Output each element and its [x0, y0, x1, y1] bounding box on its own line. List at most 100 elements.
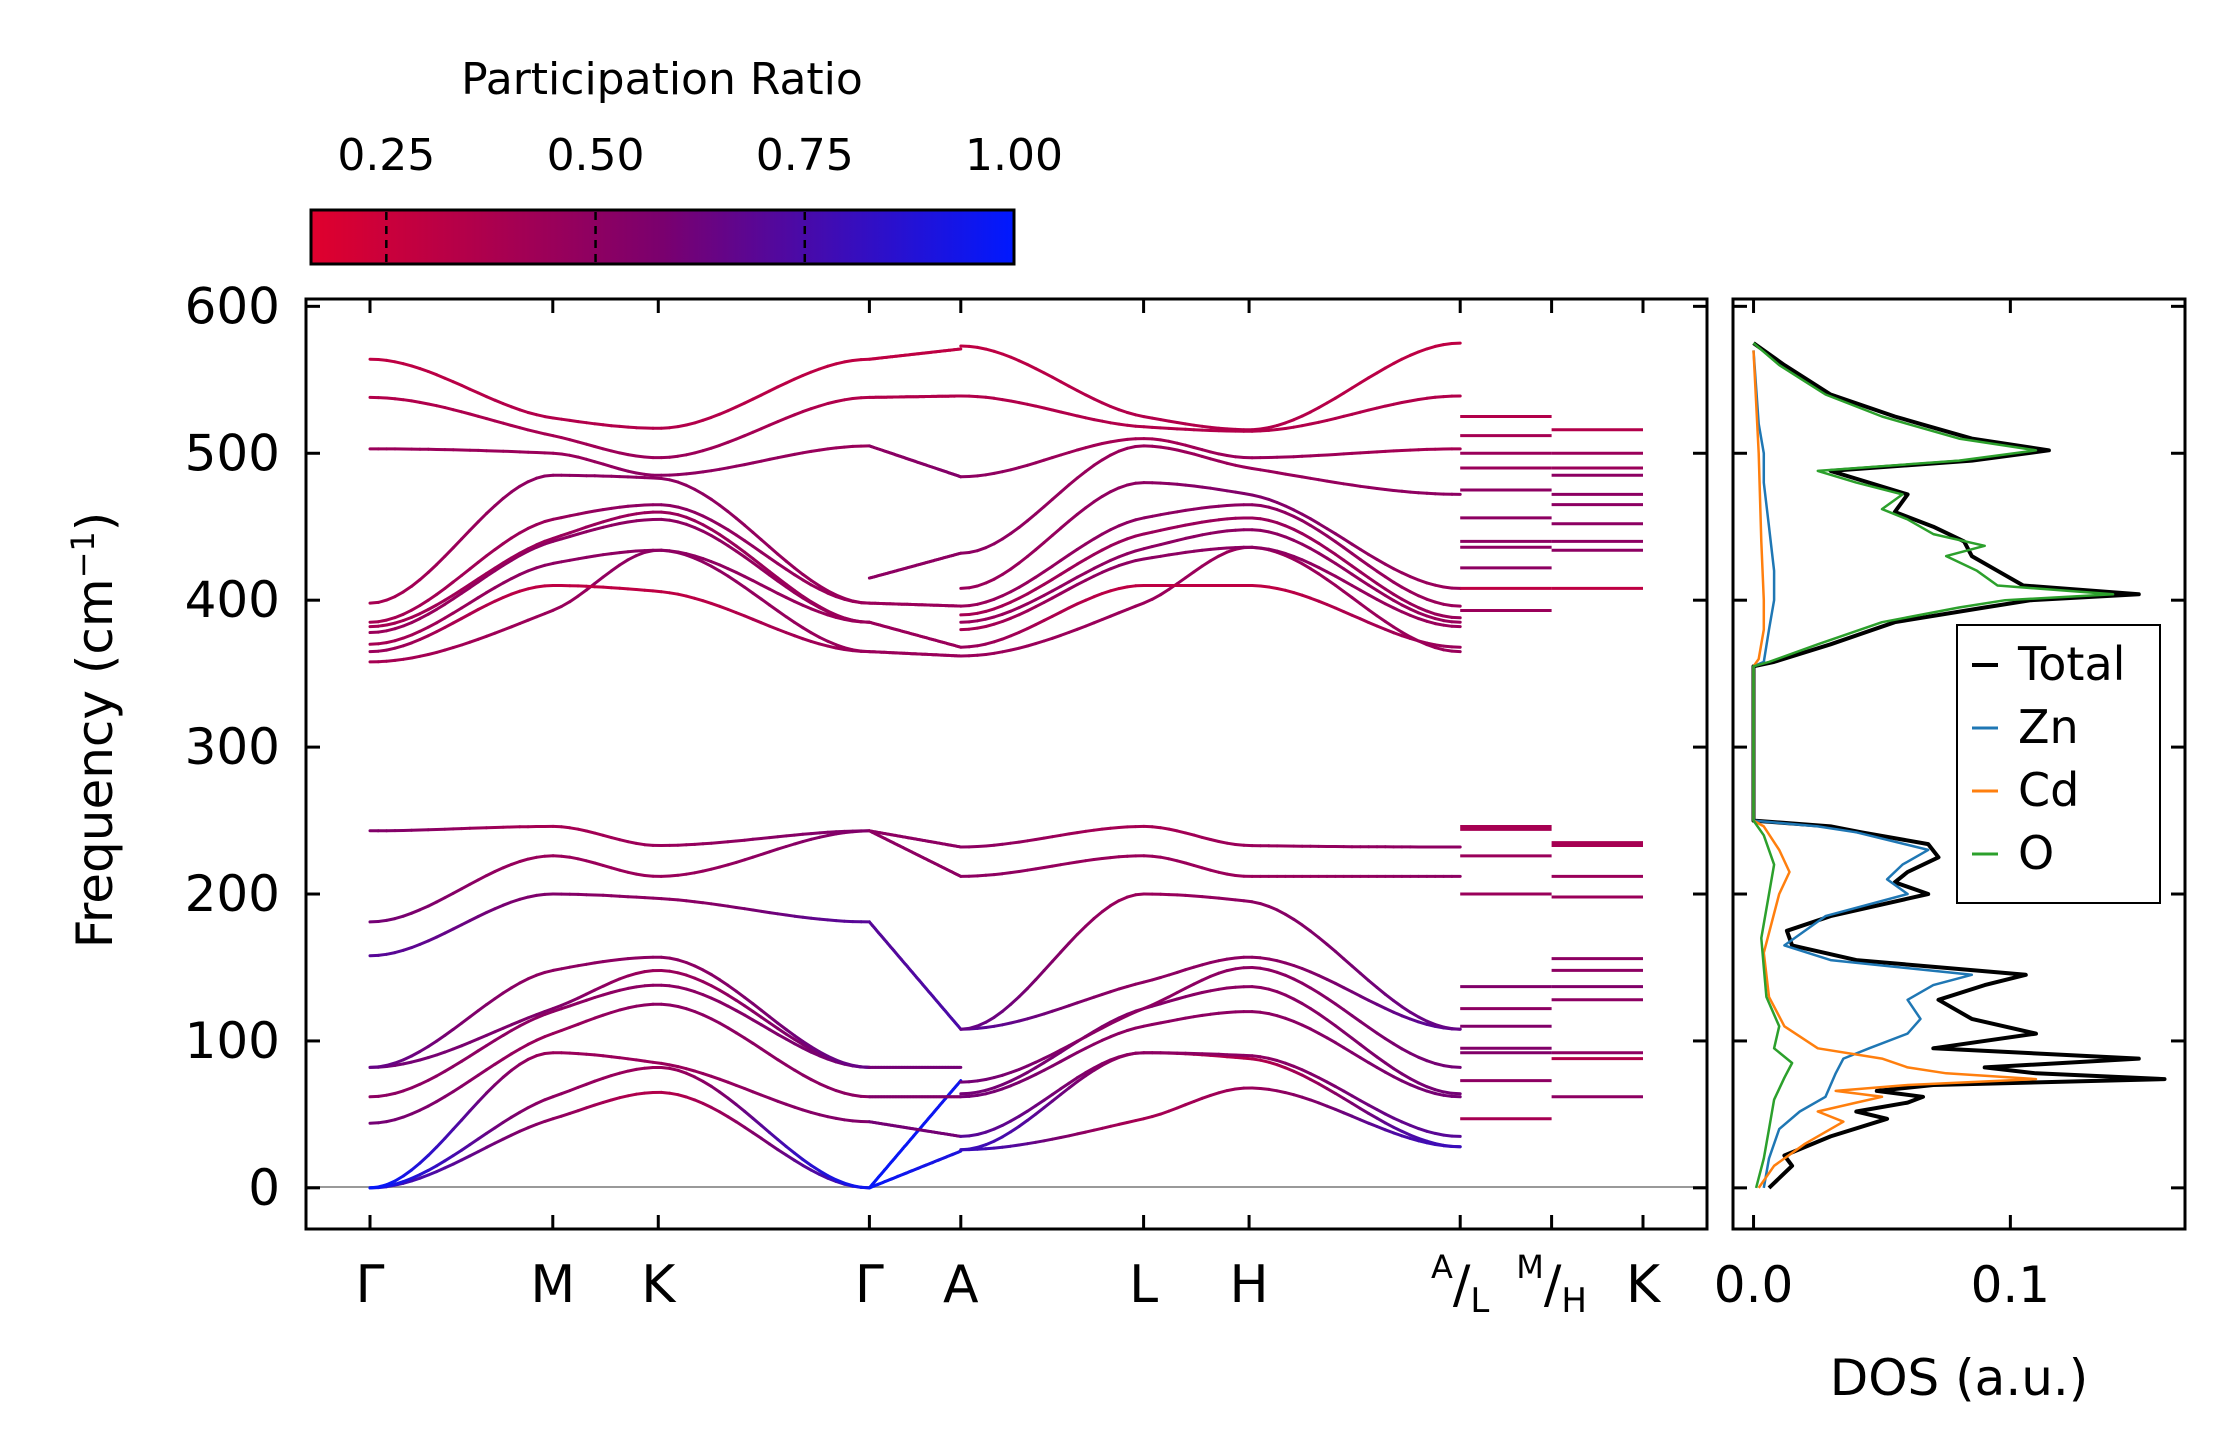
band-line: [1150, 593, 1163, 601]
band-line: [1417, 1015, 1429, 1023]
band-line: [468, 520, 480, 532]
band-line: [1317, 974, 1329, 981]
band-line: [468, 1100, 480, 1113]
band-line: [493, 581, 505, 590]
band-line: [1092, 494, 1104, 504]
band-line: [501, 490, 513, 500]
band-line: [701, 560, 713, 568]
band-line: [1109, 899, 1121, 908]
band-line: [460, 1015, 472, 1025]
band-line: [1042, 1099, 1054, 1110]
band-line: [1067, 512, 1079, 523]
band-line: [1367, 583, 1379, 592]
band-line: [793, 573, 805, 582]
band-line: [1283, 554, 1296, 561]
band-line: [1067, 1039, 1079, 1048]
kpath-label: M/H: [1516, 1248, 1587, 1321]
band-line: [1333, 981, 1346, 990]
band-line: [418, 634, 430, 641]
band-line: [426, 1074, 439, 1082]
band-line: [1275, 501, 1287, 508]
band-line: [1317, 401, 1329, 410]
dos-axes-frame: [1731, 297, 2187, 1231]
band-line: [793, 589, 805, 598]
band-line: [1408, 602, 1421, 610]
band-line: [1059, 380, 1071, 388]
band-line: [1375, 569, 1387, 579]
colorbar-gradient: [309, 208, 1016, 266]
band-line: [784, 567, 796, 577]
band-line: [1383, 1070, 1396, 1079]
band-line: [1267, 904, 1279, 912]
band-line: [418, 625, 430, 633]
band-line: [1350, 613, 1362, 621]
band-line: [751, 1002, 763, 1012]
band-line: [701, 514, 713, 522]
band-line: [1317, 529, 1329, 538]
band-line: [1059, 1055, 1071, 1063]
band-line: [1050, 1093, 1063, 1103]
band-line: [759, 1136, 771, 1146]
band-line: [1050, 559, 1063, 568]
band-line: [1075, 924, 1088, 936]
band-line: [526, 1016, 538, 1024]
band-line: [493, 542, 505, 552]
band-line: [410, 1050, 422, 1058]
band-line: [768, 556, 780, 566]
band-line: [485, 395, 497, 402]
band-line: [501, 986, 513, 995]
band-line: [718, 533, 730, 542]
band-line: [1325, 396, 1337, 405]
band-line: [418, 1078, 430, 1086]
band-line: [1383, 575, 1396, 584]
band-line: [718, 569, 730, 578]
band-line: [718, 988, 730, 997]
band-line: [1067, 1051, 1079, 1059]
band-line: [701, 529, 713, 538]
band-line: [485, 566, 497, 575]
band-line: [776, 609, 788, 619]
band-line: [460, 612, 472, 620]
band-line: [1375, 1116, 1387, 1125]
band-line: [1317, 541, 1329, 551]
band-line: [768, 570, 780, 580]
band-line: [701, 523, 713, 531]
band-line: [460, 383, 472, 391]
band-line: [1084, 566, 1096, 575]
band-line: [1059, 587, 1071, 595]
band-line: [1367, 1121, 1379, 1128]
band-line: [1100, 904, 1113, 914]
band-line: [1292, 554, 1304, 562]
band-line: [443, 611, 455, 620]
band-line: [609, 977, 622, 984]
band-line: [418, 1104, 430, 1112]
band-line: [1283, 1066, 1296, 1073]
band-line: [751, 1131, 763, 1140]
band-line: [1358, 558, 1371, 567]
band-line: [1075, 1074, 1088, 1084]
band-line: [1075, 571, 1088, 579]
band-line: [1392, 1125, 1404, 1133]
band-line: [1092, 1026, 1104, 1034]
band-line: [776, 579, 788, 589]
band-line: [426, 563, 439, 574]
band-line: [809, 1163, 821, 1173]
band-line: [526, 1102, 538, 1110]
band-line: [1034, 1098, 1046, 1108]
band-line: [743, 1036, 755, 1045]
band-line: [793, 1158, 805, 1167]
band-line: [693, 556, 705, 564]
band-line: [1333, 1041, 1346, 1050]
band-line: [809, 600, 821, 609]
band-line: [1283, 973, 1296, 981]
band-line: [468, 1073, 480, 1083]
band-line: [1034, 570, 1046, 579]
band-line: [1109, 555, 1121, 562]
band-line: [718, 1021, 730, 1030]
band-line: [1392, 1010, 1404, 1018]
band-line: [1317, 572, 1329, 581]
band-line: [1400, 597, 1412, 606]
kpath-label: A/L: [1431, 1248, 1489, 1321]
band-line: [451, 574, 464, 584]
band-line: [485, 1083, 497, 1095]
